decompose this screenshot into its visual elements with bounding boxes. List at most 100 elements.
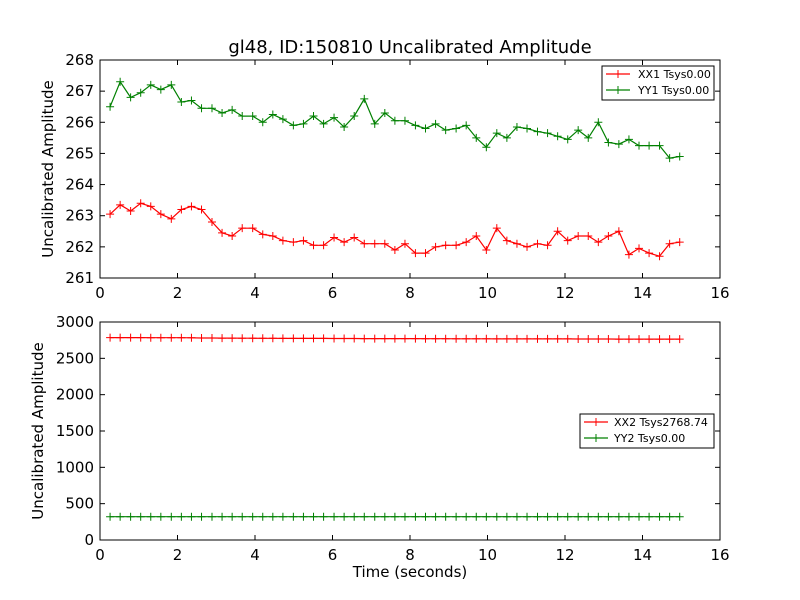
bottom-ticks: 0 2 4 6 8 10 12 14 16 0 500 1000 1500 2000 2500 3000 <box>56 313 730 564</box>
data-point-yy2 <box>278 512 287 521</box>
data-point-yy1 <box>441 126 450 135</box>
data-point-xx2 <box>421 334 430 343</box>
data-point-xx1 <box>411 249 420 258</box>
data-point-xx2 <box>248 334 257 343</box>
data-point-yy1 <box>116 77 125 86</box>
data-point-xx1 <box>675 238 684 247</box>
data-point-yy2 <box>156 512 165 521</box>
data-point-xx1 <box>167 214 176 223</box>
top-y-axis-label: Uncalibrated Amplitude <box>39 80 57 257</box>
data-point-xx1 <box>655 252 664 261</box>
data-point-xx1 <box>278 236 287 245</box>
bottom-panel: Uncalibrated Amplitude Time (seconds) 0 2… <box>29 313 730 581</box>
legend-entry-yy2: YY2 Tsys0.00 <box>584 432 685 445</box>
data-point-xx1 <box>441 241 450 250</box>
data-point-xx1 <box>106 210 115 219</box>
top-y-tick-label: 261 <box>65 269 94 287</box>
data-point-yy1 <box>340 122 349 131</box>
data-point-xx1 <box>187 202 196 211</box>
data-point-yy1 <box>248 112 257 121</box>
data-point-xx1 <box>543 241 552 250</box>
data-point-yy2 <box>289 512 298 521</box>
data-point-xx2 <box>452 334 461 343</box>
data-point-xx1 <box>370 239 379 248</box>
data-point-xx2 <box>380 334 389 343</box>
data-point-xx1 <box>584 231 593 240</box>
legend-label-yy1: YY1 Tsys0.00 <box>637 84 709 97</box>
data-point-xx1 <box>635 244 644 253</box>
data-point-xx2 <box>319 334 328 343</box>
data-point-xx2 <box>502 334 511 343</box>
data-point-yy2 <box>146 512 155 521</box>
data-point-xx1 <box>645 249 654 258</box>
legend-marker-xx1 <box>614 70 622 78</box>
data-point-xx1 <box>665 239 674 248</box>
data-point-yy2 <box>187 512 196 521</box>
top-series-layer <box>106 77 684 261</box>
data-point-yy1 <box>238 112 247 121</box>
data-point-xx1 <box>299 236 308 245</box>
top-legend-box <box>601 65 715 101</box>
data-point-yy1 <box>411 121 420 130</box>
top-y-tick-label: 264 <box>65 176 94 194</box>
data-point-yy2 <box>512 512 521 521</box>
data-point-xx1 <box>502 236 511 245</box>
data-point-yy1 <box>330 113 339 122</box>
data-point-xx2 <box>218 334 227 343</box>
data-point-xx2 <box>156 333 165 342</box>
data-point-yy1 <box>289 121 298 130</box>
chart-title: gl48, ID:150810 Uncalibrated Amplitude <box>228 37 591 58</box>
data-point-xx1 <box>614 227 623 236</box>
data-point-yy2 <box>400 512 409 521</box>
data-point-yy1 <box>309 112 318 121</box>
bottom-y-tick-label: 3000 <box>56 313 94 331</box>
data-point-yy1 <box>360 94 369 103</box>
data-point-yy1 <box>502 133 511 142</box>
data-point-yy2 <box>594 512 603 521</box>
data-point-yy2 <box>411 512 420 521</box>
data-point-xx2 <box>574 335 583 344</box>
bottom-x-tick-label: 16 <box>710 546 729 564</box>
data-point-xx2 <box>278 334 287 343</box>
bottom-y-tick-label: 2500 <box>56 349 94 367</box>
data-point-yy2 <box>624 512 633 521</box>
data-point-xx2 <box>268 334 277 343</box>
data-point-yy1 <box>106 102 115 111</box>
data-point-xx1 <box>126 207 135 216</box>
x-axis-label: Time (seconds) <box>352 563 468 581</box>
data-point-yy1 <box>350 112 359 121</box>
data-point-xx2 <box>390 334 399 343</box>
data-point-yy1 <box>563 135 572 144</box>
top-y-tick-label: 263 <box>65 207 94 225</box>
top-y-tick-label: 268 <box>65 51 94 69</box>
bottom-x-tick-label: 12 <box>555 546 574 564</box>
data-point-xx1 <box>482 245 491 254</box>
bottom-y-tick-label: 2000 <box>56 386 94 404</box>
data-point-yy1 <box>574 126 583 135</box>
data-point-yy1 <box>462 121 471 130</box>
data-point-xx2 <box>441 334 450 343</box>
data-point-xx2 <box>360 334 369 343</box>
data-point-yy1 <box>675 152 684 161</box>
bottom-y-axis-label: Uncalibrated Amplitude <box>29 342 47 519</box>
data-point-xx1 <box>258 230 267 239</box>
top-x-tick-label: 2 <box>173 284 183 302</box>
data-point-yy1 <box>400 116 409 125</box>
data-point-yy1 <box>543 129 552 138</box>
data-point-yy1 <box>655 141 664 150</box>
data-point-yy2 <box>258 512 267 521</box>
data-point-yy1 <box>553 132 562 141</box>
data-point-xx1 <box>452 241 461 250</box>
top-y-tick-label: 262 <box>65 238 94 256</box>
data-point-xx1 <box>472 231 481 240</box>
legend-marker-xx2 <box>592 418 600 426</box>
data-point-xx2 <box>146 333 155 342</box>
data-point-yy1 <box>218 108 227 117</box>
data-point-xx1 <box>512 239 521 248</box>
data-point-xx2 <box>330 334 339 343</box>
bottom-legend: XX2 Tsys2768.74 YY2 Tsys0.00 <box>579 413 715 449</box>
data-point-yy1 <box>126 93 135 102</box>
data-point-yy1 <box>319 119 328 128</box>
data-point-xx1 <box>624 250 633 259</box>
data-point-yy1 <box>156 85 165 94</box>
